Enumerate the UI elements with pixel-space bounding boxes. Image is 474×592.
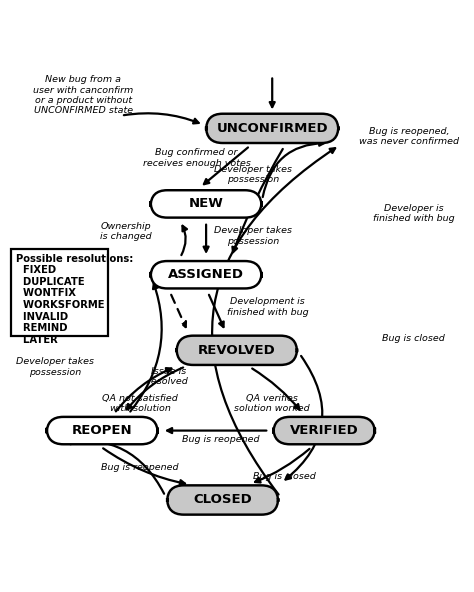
Text: REVOLVED: REVOLVED <box>198 344 276 357</box>
Text: Possible resolutions:
  FIXED
  DUPLICATE
  WONTFIX
  WORKSFORME
  INVALID
  REM: Possible resolutions: FIXED DUPLICATE WO… <box>16 253 133 345</box>
Text: Ownership
is changed: Ownership is changed <box>100 222 152 242</box>
Text: Developer takes
possession: Developer takes possession <box>214 165 292 184</box>
Text: Developer takes
possession: Developer takes possession <box>214 226 292 246</box>
Text: REOPEN: REOPEN <box>72 424 133 437</box>
Text: Bug is closed: Bug is closed <box>253 472 315 481</box>
FancyBboxPatch shape <box>273 417 375 444</box>
FancyBboxPatch shape <box>11 249 108 336</box>
Text: Developer is
finished with bug: Developer is finished with bug <box>373 204 455 223</box>
Text: NEW: NEW <box>189 197 224 210</box>
Text: QA not satisfied
with solution: QA not satisfied with solution <box>102 394 178 413</box>
Text: Bug is reopened: Bug is reopened <box>182 435 259 444</box>
Text: Bug is reopened: Bug is reopened <box>101 463 179 472</box>
Text: Issue is
resolved: Issue is resolved <box>148 366 189 386</box>
Text: Development is
finished with bug: Development is finished with bug <box>227 297 308 317</box>
Text: VERIFIED: VERIFIED <box>290 424 358 437</box>
FancyBboxPatch shape <box>177 336 297 365</box>
Text: New bug from a
user with canconfirm
or a product without
UNCONFIRMED state: New bug from a user with canconfirm or a… <box>33 75 134 115</box>
FancyBboxPatch shape <box>47 417 158 444</box>
Text: QA verifies
solution worked: QA verifies solution worked <box>235 394 310 413</box>
FancyBboxPatch shape <box>206 114 338 143</box>
Text: ASSIGNED: ASSIGNED <box>168 268 244 281</box>
Text: Bug confirmed or
receives enough votes: Bug confirmed or receives enough votes <box>143 149 251 168</box>
Text: Bug is reopened,
was never confirmed: Bug is reopened, was never confirmed <box>359 127 459 146</box>
FancyBboxPatch shape <box>151 190 262 218</box>
FancyBboxPatch shape <box>167 485 278 514</box>
Text: Bug is closed: Bug is closed <box>383 334 445 343</box>
Text: Developer takes
possession: Developer takes possession <box>16 357 94 377</box>
Text: UNCONFIRMED: UNCONFIRMED <box>217 122 328 135</box>
FancyBboxPatch shape <box>151 261 262 288</box>
Text: CLOSED: CLOSED <box>193 494 252 507</box>
